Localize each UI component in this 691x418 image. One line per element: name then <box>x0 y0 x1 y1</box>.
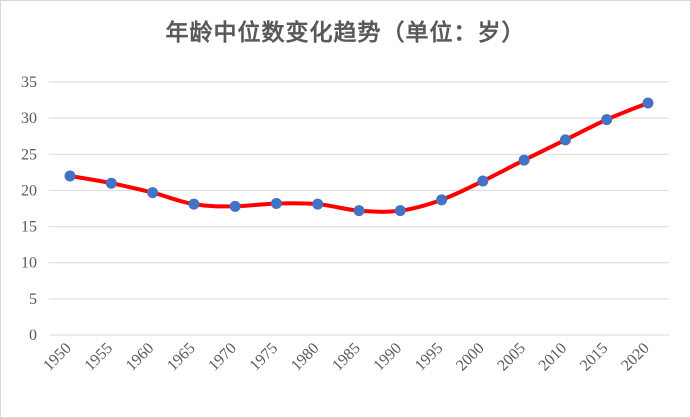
data-point-2015 <box>601 114 613 126</box>
x-tick-label: 1950 <box>40 340 75 375</box>
data-point-2005 <box>518 154 530 166</box>
x-tick-label: 1980 <box>288 340 323 375</box>
y-tick-label: 15 <box>21 219 37 236</box>
x-tick-label: 2005 <box>494 340 529 375</box>
data-point-2000 <box>477 175 489 187</box>
y-axis-tick-labels: 0 5 10 15 20 25 30 35 <box>21 74 37 344</box>
x-tick-label: 2010 <box>536 340 571 375</box>
x-tick-label: 2000 <box>453 340 488 375</box>
y-tick-label: 30 <box>21 110 37 127</box>
data-point-1955 <box>105 177 117 189</box>
x-tick-label: 1955 <box>81 340 116 375</box>
data-point-2010 <box>559 134 571 146</box>
y-tick-label: 0 <box>29 327 37 344</box>
x-tick-label: 2020 <box>618 340 653 375</box>
x-tick-label: 1970 <box>205 340 240 375</box>
y-tick-label: 5 <box>29 291 37 308</box>
x-axis-tick-labels: 1950 1955 1960 1965 1970 1975 1980 1985 1990 1995… <box>40 340 653 375</box>
x-tick-label: 1965 <box>164 340 199 375</box>
x-tick-label: 1985 <box>329 340 364 375</box>
data-point-1995 <box>436 194 448 206</box>
x-tick-label: 1995 <box>412 340 447 375</box>
y-tick-label: 10 <box>21 255 37 272</box>
gridlines <box>49 81 669 336</box>
data-point-1960 <box>147 187 159 199</box>
x-tick-label: 2015 <box>577 340 612 375</box>
data-point-1950 <box>64 170 76 182</box>
data-point-1970 <box>229 200 241 212</box>
data-point-2020 <box>642 97 654 109</box>
y-tick-label: 35 <box>21 74 37 91</box>
data-point-1965 <box>188 198 200 210</box>
data-point-1980 <box>312 198 324 210</box>
data-point-1990 <box>394 205 406 217</box>
data-point-1985 <box>353 205 365 217</box>
chart-title: 年龄中位数变化趋势（单位：岁） <box>165 19 526 46</box>
x-tick-label: 1990 <box>370 340 405 375</box>
data-point-markers <box>64 97 654 217</box>
y-tick-label: 25 <box>21 146 37 163</box>
data-point-1975 <box>270 197 282 209</box>
y-tick-label: 20 <box>21 182 37 199</box>
x-tick-label: 1975 <box>247 340 282 375</box>
x-tick-label: 1960 <box>123 340 158 375</box>
